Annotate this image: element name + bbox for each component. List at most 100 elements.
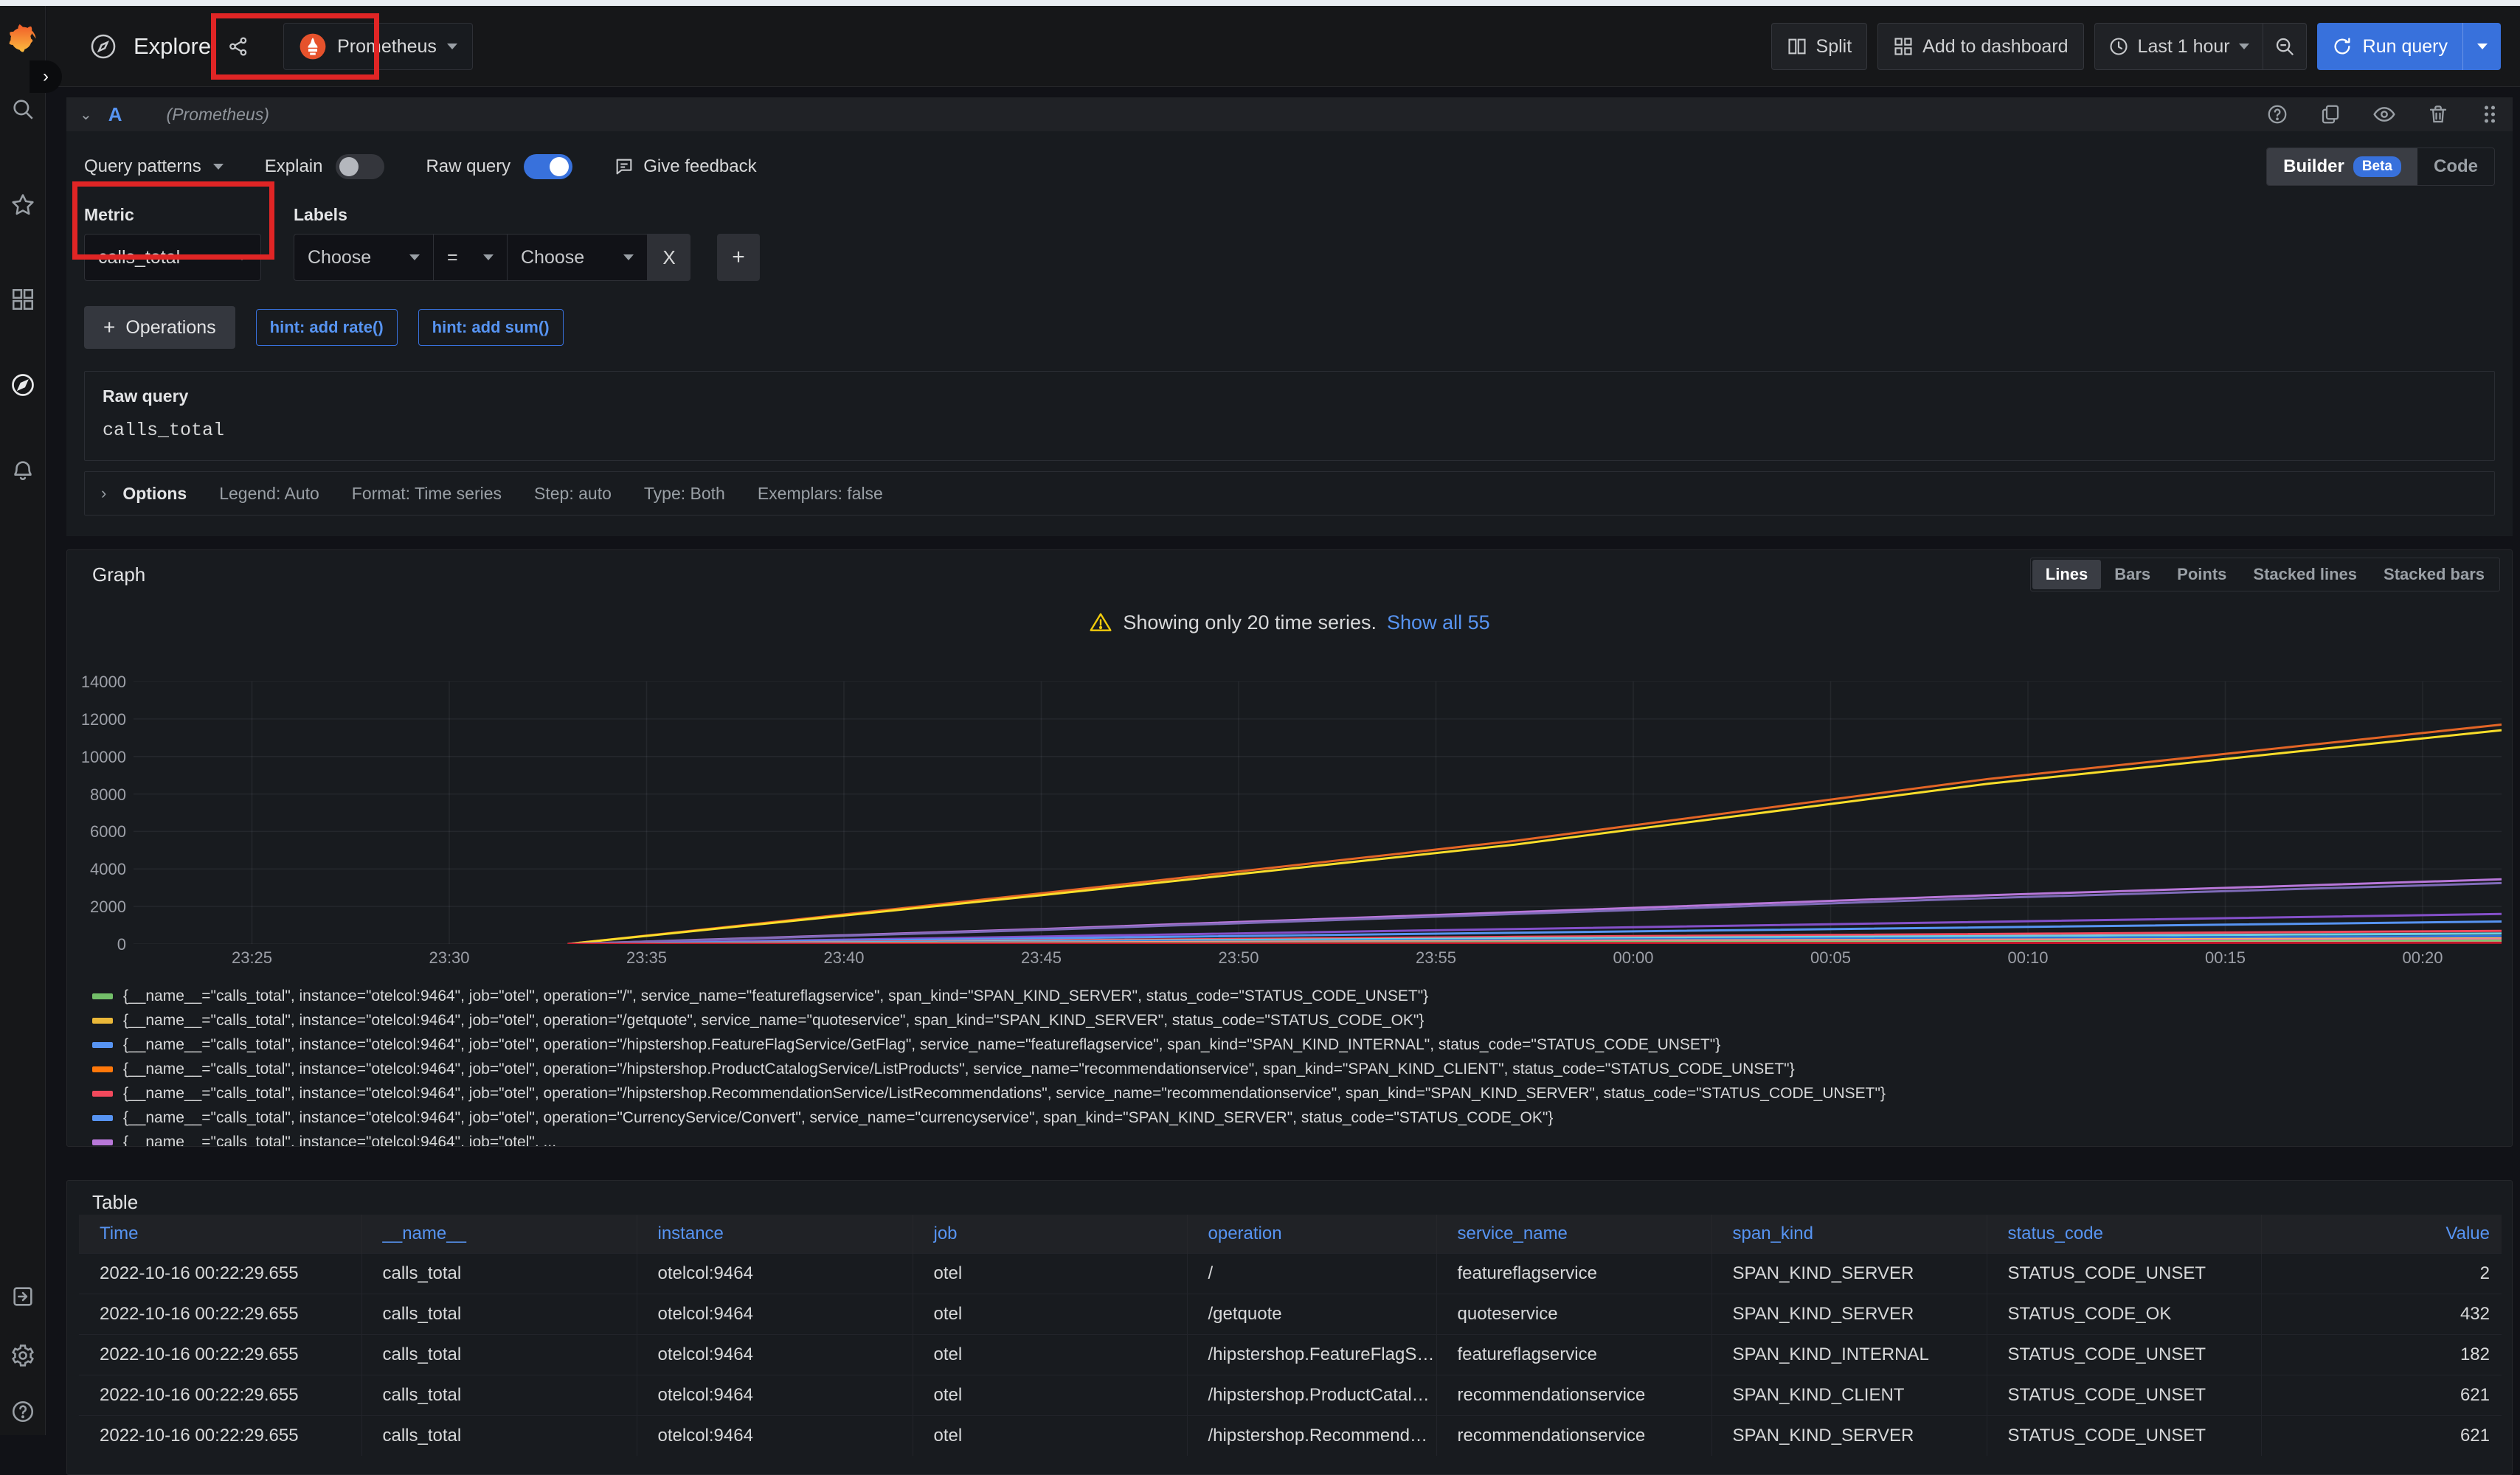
remove-label-button[interactable]: X <box>648 234 690 281</box>
graph-mode-stacked-bars[interactable]: Stacked bars <box>2370 560 2498 589</box>
warning-text: Showing only 20 time series. <box>1123 611 1377 634</box>
plus-icon: + <box>732 245 745 270</box>
legend-item[interactable]: {__name__="calls_total", instance="otelc… <box>92 1081 2505 1106</box>
hint-add-sum-button[interactable]: hint: add sum() <box>418 309 564 346</box>
x-tick-label: 23:25 <box>208 948 297 968</box>
starred-icon[interactable] <box>10 192 36 218</box>
table-row[interactable]: 2022-10-16 00:22:29.655calls_totalotelco… <box>79 1334 2502 1375</box>
datasource-picker[interactable]: Prometheus <box>283 23 473 70</box>
column-header-instance[interactable]: instance <box>637 1215 913 1253</box>
legend-item[interactable]: {__name__="calls_total", instance="otelc… <box>92 1008 2505 1032</box>
legend-item[interactable]: {__name__="calls_total", instance="otelc… <box>92 1130 2505 1147</box>
raw-query-toggle[interactable] <box>524 154 572 179</box>
trash-icon[interactable] <box>2427 103 2449 125</box>
table-row[interactable]: 2022-10-16 00:22:29.655calls_totalotelco… <box>79 1375 2502 1415</box>
table-cell: calls_total <box>361 1334 637 1375</box>
x-tick-label: 23:35 <box>603 948 691 968</box>
query-patterns-label: Query patterns <box>84 156 201 177</box>
explore-compass-icon <box>89 32 117 60</box>
help-icon[interactable] <box>10 1398 36 1425</box>
run-query-button[interactable]: Run query <box>2317 23 2501 70</box>
table-cell: SPAN_KIND_SERVER <box>1711 1415 1987 1456</box>
settings-icon[interactable] <box>10 1342 36 1369</box>
explain-toggle[interactable] <box>336 154 384 179</box>
label-operator-select[interactable]: = <box>434 234 508 281</box>
search-icon[interactable] <box>10 96 36 122</box>
legend-color-marker <box>92 1115 113 1121</box>
add-label-button[interactable]: + <box>717 234 760 281</box>
legend-item[interactable]: {__name__="calls_total", instance="otelc… <box>92 1032 2505 1057</box>
sign-in-icon[interactable] <box>10 1283 36 1310</box>
drag-handle-icon[interactable] <box>2480 103 2499 125</box>
explore-icon[interactable] <box>10 372 36 398</box>
time-series-chart[interactable] <box>134 681 2502 944</box>
share-icon[interactable] <box>227 35 249 58</box>
table-cell: STATUS_CODE_UNSET <box>1987 1375 2261 1415</box>
prometheus-logo-icon <box>299 32 327 60</box>
x-tick-label: 00:00 <box>1589 948 1678 968</box>
table-cell: otel <box>913 1253 1187 1294</box>
column-header-status_code[interactable]: status_code <box>1987 1215 2261 1253</box>
sidebar-expand-button[interactable]: › <box>30 60 62 93</box>
legend-item[interactable]: {__name__="calls_total", instance="otelc… <box>92 984 2505 1008</box>
column-header-span_kind[interactable]: span_kind <box>1711 1215 1987 1253</box>
legend-item[interactable]: {__name__="calls_total", instance="otelc… <box>92 1057 2505 1081</box>
add-to-dashboard-button[interactable]: Add to dashboard <box>1877 23 2083 70</box>
time-range-picker[interactable]: Last 1 hour <box>2094 23 2307 70</box>
split-button[interactable]: Split <box>1771 23 1868 70</box>
table-cell: / <box>1187 1253 1436 1294</box>
table-cell: otelcol:9464 <box>637 1294 913 1334</box>
eye-icon[interactable] <box>2372 103 2396 126</box>
table-cell: /hipstershop.Recommendation... <box>1187 1415 1436 1456</box>
zoom-out-time-button[interactable] <box>2263 24 2306 69</box>
code-tab[interactable]: Code <box>2417 148 2494 185</box>
legend-series-label: {__name__="calls_total", instance="otelc… <box>123 1085 1886 1103</box>
label-value-select[interactable]: Choose <box>508 234 648 281</box>
options-legend: Legend: Auto <box>219 484 319 504</box>
graph-mode-lines[interactable]: Lines <box>2032 560 2101 589</box>
graph-mode-points[interactable]: Points <box>2164 560 2240 589</box>
column-header-__name__[interactable]: __name__ <box>361 1215 637 1253</box>
y-tick-label: 8000 <box>67 785 126 805</box>
label-value-value: Choose <box>521 247 584 268</box>
column-header-job[interactable]: job <box>913 1215 1187 1253</box>
run-query-dropdown[interactable] <box>2462 23 2501 70</box>
column-header-time[interactable]: Time <box>79 1215 361 1253</box>
column-header-service_name[interactable]: service_name <box>1436 1215 1711 1253</box>
help-circle-icon[interactable] <box>2266 103 2288 125</box>
graph-panel: Graph LinesBarsPointsStacked linesStacke… <box>66 549 2513 1147</box>
legend-item[interactable]: {__name__="calls_total", instance="otelc… <box>92 1106 2505 1130</box>
sidebar <box>0 6 46 1435</box>
table-row[interactable]: 2022-10-16 00:22:29.655calls_totalotelco… <box>79 1253 2502 1294</box>
show-all-series-link[interactable]: Show all 55 <box>1387 611 1490 634</box>
legend-color-marker <box>92 1066 113 1072</box>
label-name-select[interactable]: Choose <box>294 234 434 281</box>
options-collapse[interactable]: › Options Legend: Auto Format: Time seri… <box>84 471 2495 516</box>
grafana-logo-icon[interactable] <box>6 24 40 58</box>
query-row-header[interactable]: ⌄ A (Prometheus) <box>66 97 2513 131</box>
graph-mode-stacked-lines[interactable]: Stacked lines <box>2240 560 2370 589</box>
table-cell: otel <box>913 1375 1187 1415</box>
graph-mode-bars[interactable]: Bars <box>2101 560 2164 589</box>
hint-add-rate-button[interactable]: hint: add rate() <box>256 309 398 346</box>
give-feedback-label: Give feedback <box>643 156 756 177</box>
query-patterns-dropdown[interactable]: Query patterns <box>84 156 224 177</box>
x-tick-label: 00:20 <box>2378 948 2467 968</box>
warning-triangle-icon <box>1089 611 1112 634</box>
table-cell: /hipstershop.FeatureFlagServi... <box>1187 1334 1436 1375</box>
builder-tab[interactable]: Builder Beta <box>2267 148 2417 185</box>
column-header-operation[interactable]: operation <box>1187 1215 1436 1253</box>
copy-icon[interactable] <box>2319 103 2341 125</box>
table-cell: calls_total <box>361 1375 637 1415</box>
table-row[interactable]: 2022-10-16 00:22:29.655calls_totalotelco… <box>79 1415 2502 1456</box>
editor-mode-switch: Builder Beta Code <box>2266 148 2495 186</box>
table-row[interactable]: 2022-10-16 00:22:29.655calls_totalotelco… <box>79 1294 2502 1334</box>
dashboards-icon[interactable] <box>10 286 36 313</box>
metric-select[interactable]: calls_total <box>84 234 261 281</box>
alerting-icon[interactable] <box>10 457 36 484</box>
column-header-value[interactable]: Value <box>2261 1215 2502 1253</box>
time-range-label: Last 1 hour <box>2138 36 2230 58</box>
query-ref-id[interactable]: A <box>108 103 122 126</box>
give-feedback-link[interactable]: Give feedback <box>614 156 756 177</box>
operations-button[interactable]: + Operations <box>84 306 235 349</box>
